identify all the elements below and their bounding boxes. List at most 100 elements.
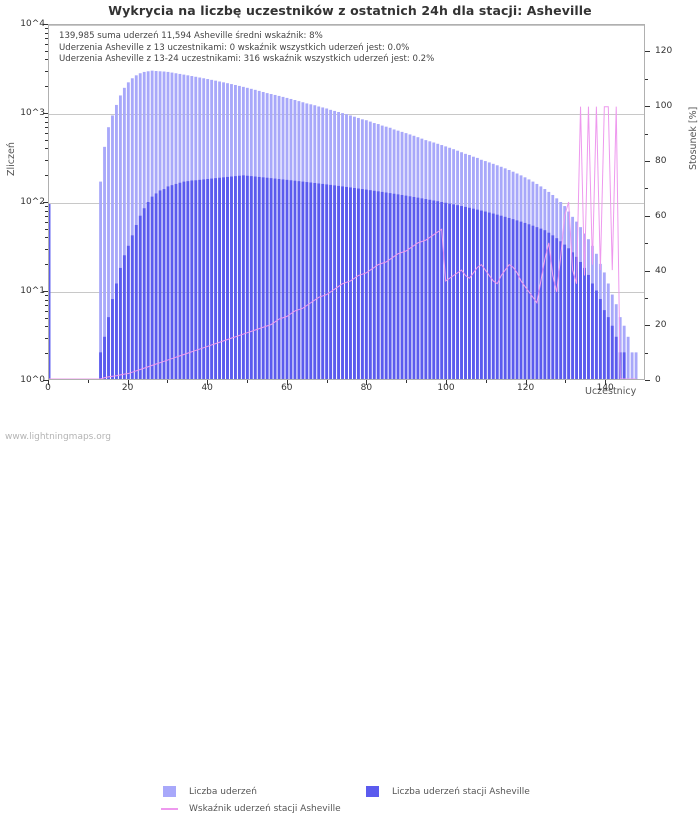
y-axis-left-minor-tick <box>45 126 48 128</box>
y-axis-right-minor-tick <box>645 243 648 245</box>
y-axis-left-minor-tick <box>45 148 48 150</box>
y-axis-right-minor-tick <box>645 297 648 299</box>
y-axis-right-tick-label: 0 <box>655 375 661 385</box>
y-axis-left-minor-tick <box>45 37 48 39</box>
y-axis-left-tick-label: 10^1 <box>20 286 45 296</box>
y-axis-right-label: Stosunek [%] <box>688 106 699 170</box>
y-axis-right-minor-tick <box>645 78 648 80</box>
legend-swatch-ratio <box>161 808 178 810</box>
y-axis-left-minor-tick <box>45 221 48 223</box>
y-axis-right-tick-label: 20 <box>655 320 667 331</box>
gridline <box>49 25 644 26</box>
x-axis-tick-label: 100 <box>437 383 455 393</box>
y-axis-left-tick-label: 10^4 <box>20 19 45 29</box>
y-axis-left-tick-label: 10^3 <box>20 108 45 118</box>
y-axis-right-tick <box>645 380 650 381</box>
y-axis-left-minor-tick <box>45 295 48 297</box>
y-axis-left-minor-tick <box>45 310 48 312</box>
y-axis-left-minor-tick <box>45 28 48 30</box>
y-axis-right-tick-label: 120 <box>655 46 673 57</box>
x-axis-tick <box>286 380 288 385</box>
x-axis-tick-label: 20 <box>121 383 134 393</box>
x-axis-label: Uczestnicy <box>585 386 637 397</box>
y-axis-left-minor-tick <box>45 237 48 239</box>
y-axis-left-minor-tick <box>45 43 48 45</box>
legend-label-total: Liczba uderzeń <box>189 787 257 797</box>
chart-legend: Liczba uderzeń Liczba uderzeń stacji Ash… <box>0 391 700 814</box>
x-axis-tick <box>446 380 447 385</box>
legend-swatch-station <box>366 786 379 797</box>
plot-area: 139,985 suma uderzeń 11,594 Asheville śr… <box>48 24 645 380</box>
legend-swatch-total <box>163 786 176 797</box>
y-axis-left-minor-tick <box>45 353 48 355</box>
x-axis-tick-label: 60 <box>281 383 293 393</box>
y-axis-left-minor-tick <box>45 299 48 301</box>
bars-layer <box>49 70 638 379</box>
ratio-line-layer <box>49 25 644 379</box>
x-axis-minor-tick <box>87 380 89 383</box>
y-axis-left-minor-tick <box>45 248 48 250</box>
x-axis-minor-tick <box>167 380 169 383</box>
y-axis-left-minor-tick <box>45 117 48 119</box>
legend-label-station: Liczba uderzeń stacji Asheville <box>392 787 530 797</box>
station-strike-bars <box>49 175 626 379</box>
y-axis-left-tick-label: 10^0 <box>20 375 45 385</box>
y-axis-left-tick <box>43 202 48 203</box>
x-axis-tick <box>48 380 49 385</box>
y-axis-right-tick-label: 100 <box>655 101 673 112</box>
x-axis-tick <box>207 380 209 385</box>
x-axis-tick <box>127 380 129 385</box>
y-axis-left-minor-tick <box>45 159 48 161</box>
y-axis-left-minor-tick <box>45 228 48 230</box>
x-axis-minor-tick <box>247 380 248 383</box>
y-axis-right-minor-tick <box>645 188 648 190</box>
x-axis-minor-tick <box>406 380 408 383</box>
y-axis-left-minor-tick <box>45 264 48 266</box>
y-axis-left-minor-tick <box>45 139 48 141</box>
y-axis-right-tick-label: 60 <box>655 210 667 221</box>
y-axis-left-label: Zliczeń <box>6 142 17 176</box>
y-axis-left-tick <box>43 113 48 114</box>
y-axis-right-tick-label: 40 <box>655 265 667 276</box>
y-axis-left-minor-tick <box>45 50 48 52</box>
y-axis-left-tick <box>43 24 48 25</box>
y-axis-left-minor-tick <box>45 215 48 217</box>
watermark: www.lightningmaps.org <box>5 432 111 442</box>
y-axis-left-tick-label: 10^2 <box>20 197 45 207</box>
y-axis-left-tick <box>43 380 48 381</box>
legend-label-ratio: Wskaźnik uderzeń stacji Asheville <box>189 804 341 814</box>
y-axis-right-minor-tick <box>645 352 648 354</box>
x-axis-tick <box>605 380 607 385</box>
y-axis-left-tick <box>43 291 48 292</box>
y-axis-right-tick <box>645 160 650 162</box>
x-axis-tick-label: 0 <box>45 383 51 393</box>
page-title: Wykrycia na liczbę uczestników z ostatni… <box>108 3 592 18</box>
x-axis-tick-label: 40 <box>201 383 213 393</box>
y-axis-right-tick <box>645 325 650 327</box>
y-axis-left-minor-tick <box>45 132 48 134</box>
x-axis-tick <box>525 380 527 385</box>
y-axis-right-tick <box>645 270 650 272</box>
x-axis-tick <box>366 380 368 385</box>
y-axis-left-minor-tick <box>45 175 48 177</box>
x-axis-tick-label: 140 <box>596 383 614 393</box>
y-axis-left-minor-tick <box>45 304 48 306</box>
x-axis-minor-tick <box>485 380 487 383</box>
y-axis-left-minor-tick <box>45 326 48 328</box>
y-axis-left-minor-tick <box>45 210 48 212</box>
x-axis-tick-label: 120 <box>517 383 535 393</box>
y-axis-left-minor-tick <box>45 121 48 123</box>
y-axis-left-minor-tick <box>45 70 48 72</box>
y-axis-left-minor-tick <box>45 317 48 319</box>
chart-container: Wykrycia na liczbę uczestników z ostatni… <box>0 3 700 814</box>
y-axis-left-minor-tick <box>45 32 48 34</box>
x-axis-minor-tick <box>326 380 328 383</box>
ratio-line <box>49 107 636 379</box>
x-axis-minor-tick <box>565 380 567 383</box>
y-axis-right-tick <box>645 215 650 217</box>
y-axis-left-minor-tick <box>45 59 48 61</box>
y-axis-left-minor-tick <box>45 86 48 88</box>
x-axis-tick-label: 80 <box>360 383 373 393</box>
y-axis-left-minor-tick <box>45 337 48 339</box>
y-axis-right-tick <box>645 51 650 53</box>
